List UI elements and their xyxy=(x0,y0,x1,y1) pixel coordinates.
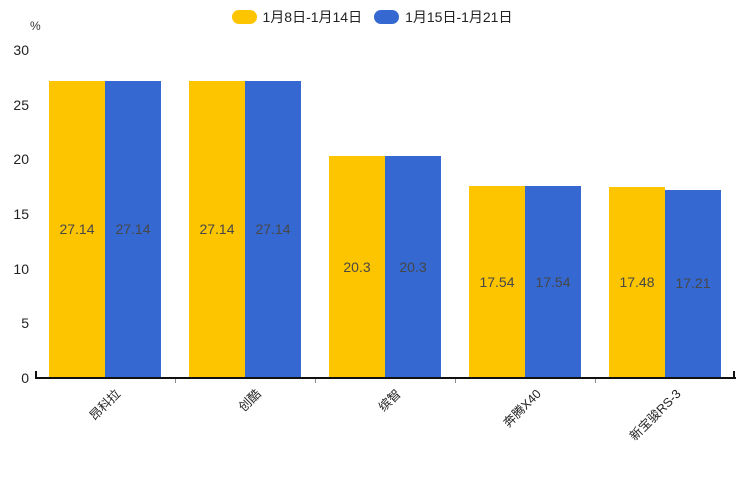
y-axis-tick-label: 0 xyxy=(21,370,29,386)
bar-series2[interactable]: 17.21 xyxy=(665,189,721,377)
bar-series1[interactable]: 27.14 xyxy=(49,81,105,377)
bar-value-label: 27.14 xyxy=(59,221,95,238)
bar-value-label: 17.54 xyxy=(535,273,571,290)
x-axis-category-label: 奔腾X40 xyxy=(500,386,544,431)
legend-label: 1月8日-1月14日 xyxy=(262,9,363,25)
x-axis-line xyxy=(35,377,736,379)
bar-series2[interactable]: 27.14 xyxy=(245,81,301,377)
bar-series1[interactable]: 20.3 xyxy=(329,156,385,377)
bar-series1[interactable]: 17.48 xyxy=(609,186,665,377)
x-axis-tick xyxy=(455,379,456,383)
bar-value-label: 20.3 xyxy=(399,258,427,275)
y-axis-tick-label: 25 xyxy=(13,96,29,113)
bar-value-label: 17.21 xyxy=(675,275,711,292)
bar-series2[interactable]: 20.3 xyxy=(385,156,441,377)
bar-series1[interactable]: 27.14 xyxy=(189,81,245,377)
x-axis-category-label: 创酷 xyxy=(236,386,264,415)
y-axis-tick-label: 10 xyxy=(13,260,29,277)
y-axis-tick-label: 20 xyxy=(13,151,29,168)
legend-label: 1月15日-1月21日 xyxy=(405,9,513,25)
axis-endcap-tick xyxy=(733,371,735,377)
axis-endcap-tick xyxy=(35,371,37,377)
legend-item[interactable]: 1月8日-1月14日 xyxy=(231,9,363,25)
bar-series1[interactable]: 17.54 xyxy=(469,186,525,377)
y-axis-tick-label: 5 xyxy=(21,315,29,332)
bar-value-label: 27.14 xyxy=(199,221,235,238)
y-axis-tick-label: 15 xyxy=(13,206,29,222)
legend-item[interactable]: 1月15日-1月21日 xyxy=(374,9,512,25)
x-axis-category-label: 新宝骏RS-3 xyxy=(627,386,684,444)
bar-series2[interactable]: 17.54 xyxy=(525,186,581,377)
x-axis-category-label: 缤智 xyxy=(376,386,404,415)
legend-swatch xyxy=(374,10,400,24)
bar-value-label: 27.14 xyxy=(115,221,151,238)
legend: 1月8日-1月14日 1月15日-1月21日 xyxy=(0,8,744,26)
bar-value-label: 20.3 xyxy=(343,258,371,275)
x-axis-tick xyxy=(175,379,176,383)
y-axis-tick-label: 30 xyxy=(13,42,29,58)
bar-series2[interactable]: 27.14 xyxy=(105,81,161,377)
x-axis-tick xyxy=(595,379,596,383)
x-axis-tick xyxy=(315,379,316,383)
bar-value-label: 27.14 xyxy=(255,221,291,238)
x-axis-category-label: 昂科拉 xyxy=(87,386,124,424)
bar-value-label: 17.54 xyxy=(479,273,515,290)
y-axis-unit-label: % xyxy=(30,19,41,33)
bar-value-label: 17.48 xyxy=(619,273,655,290)
legend-swatch xyxy=(231,10,257,24)
